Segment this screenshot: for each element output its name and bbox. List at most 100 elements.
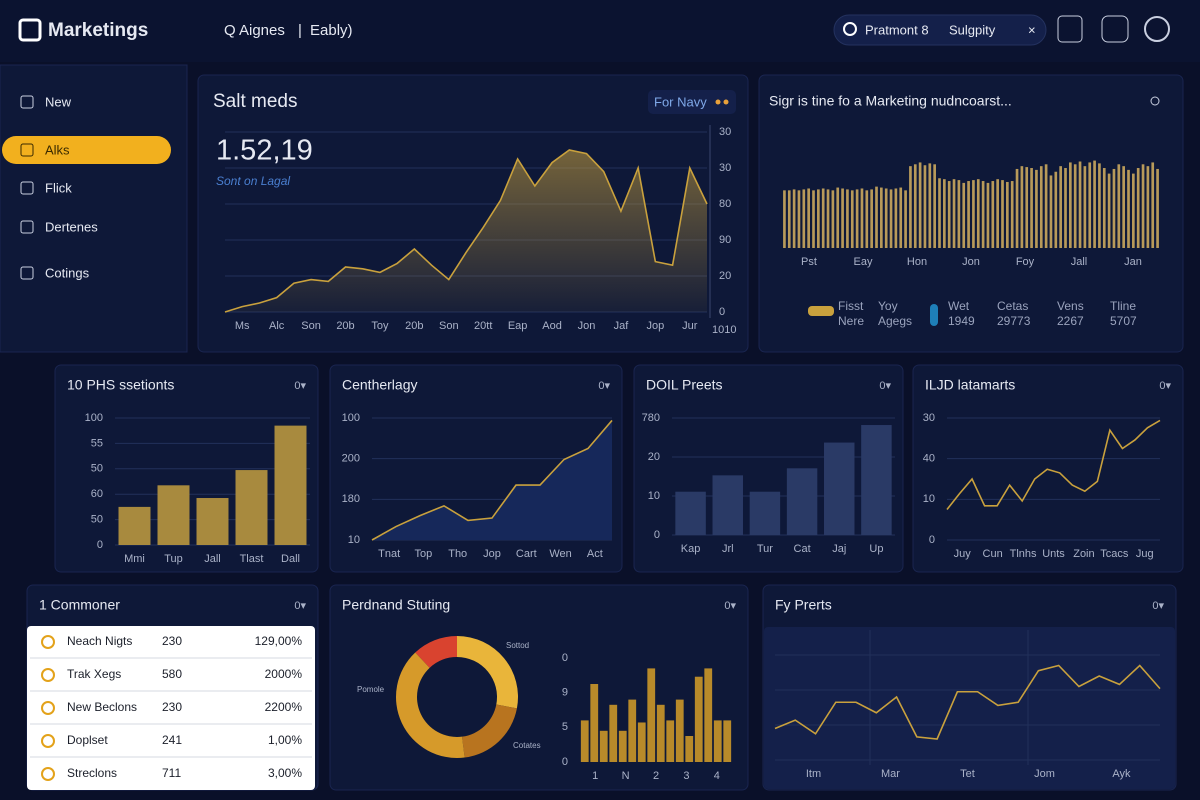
search-box[interactable]: [833, 14, 1047, 46]
x-tick-label: 20b: [336, 320, 354, 332]
x-tick-label: Tet: [960, 768, 975, 780]
x-tick-label: Hon: [907, 256, 927, 268]
x-tick-label: Jom: [1034, 768, 1055, 780]
trend-panel: [758, 74, 1184, 353]
bar: [850, 190, 854, 248]
icon-button[interactable]: [1101, 15, 1129, 43]
x-tick-label: Cart: [516, 548, 537, 560]
search-icon[interactable]: [1150, 96, 1160, 106]
x-tick-label: Alc: [269, 320, 285, 332]
row-icon: [41, 668, 55, 682]
nav-item[interactable]: Dertenes: [45, 219, 98, 234]
nav-item[interactable]: Cotings: [45, 265, 90, 280]
bar: [235, 470, 268, 545]
y-tick-label: 5: [562, 721, 568, 733]
x-tick-label: Act: [587, 548, 603, 560]
bar: [836, 187, 840, 248]
nav-item[interactable]: Alks: [45, 142, 70, 157]
nav-right[interactable]: Eably): [310, 22, 353, 39]
table-cell: 711: [162, 766, 181, 780]
legend-value: Nere: [838, 314, 864, 328]
donut-label: Pomole: [357, 685, 385, 694]
y-tick-label: 30: [719, 126, 731, 138]
panel-menu[interactable]: 0▾: [294, 600, 306, 612]
icon-button[interactable]: [1057, 15, 1083, 43]
badge[interactable]: [648, 90, 736, 114]
x-tick-label: Toy: [371, 320, 389, 332]
panel-menu[interactable]: 0▾: [724, 600, 736, 612]
bar: [1146, 166, 1150, 248]
panel-menu[interactable]: 0▾: [1159, 380, 1171, 392]
x-tick-label: Jaj: [832, 543, 846, 555]
row-icon: [41, 701, 55, 715]
bar: [792, 189, 796, 248]
bar: [637, 722, 646, 762]
panel-menu[interactable]: 0▾: [598, 380, 610, 392]
y-tick-label: 10: [348, 534, 360, 546]
panel-menu[interactable]: 0▾: [879, 380, 891, 392]
bar: [786, 468, 818, 535]
nav-item[interactable]: Flick: [45, 180, 72, 195]
row-icon: [41, 767, 55, 781]
bar: [1039, 166, 1043, 248]
bar: [797, 190, 801, 248]
bar: [913, 164, 917, 248]
bar: [1088, 162, 1092, 248]
x-tick-label: Jrl: [722, 543, 734, 555]
bar: [1054, 171, 1058, 248]
table-cell: 241: [162, 733, 182, 747]
bar: [749, 491, 781, 535]
bar: [723, 720, 732, 762]
table-cell: 230: [162, 700, 182, 714]
legend-swatch: [930, 304, 938, 326]
power-button[interactable]: [1144, 16, 1170, 42]
dot: [723, 99, 729, 105]
bar: [1015, 168, 1019, 248]
table-cell: New Beclons: [67, 700, 137, 714]
table: [27, 626, 315, 790]
hero-value: 1.52,19: [216, 135, 313, 167]
bar: [1117, 164, 1121, 248]
bar: [947, 181, 951, 248]
brand: Marketings: [48, 20, 148, 41]
x-tick-label: Itm: [806, 768, 821, 780]
panel-menu[interactable]: 0▾: [1152, 600, 1164, 612]
nav-left[interactable]: Q Aignes: [224, 22, 285, 39]
legend-value: Agegs: [878, 314, 912, 328]
search-close[interactable]: ×: [1028, 22, 1036, 37]
table-cell: Streclons: [67, 766, 117, 780]
bar: [666, 720, 675, 762]
nav-icon: [20, 143, 34, 157]
bar: [712, 475, 743, 535]
x-tick-label: Ms: [235, 320, 250, 332]
bar: [1064, 168, 1067, 248]
panel-menu[interactable]: 0▾: [294, 380, 306, 392]
x-tick-label: Ayk: [1112, 768, 1131, 780]
bar: [1059, 166, 1062, 248]
y-tick-label: 100: [342, 412, 360, 424]
panel-title: DOIL Preets: [646, 377, 723, 393]
x-tick-label: 20b: [405, 320, 423, 332]
bar: [1049, 175, 1053, 248]
x-tick-label: Tur: [757, 543, 773, 555]
y-tick-label: 0: [97, 539, 103, 551]
search-icon: [843, 22, 857, 36]
bar: [628, 699, 637, 762]
x-tick-label: Top: [415, 548, 433, 560]
bar: [875, 186, 878, 248]
row-icon: [41, 635, 55, 649]
nav-item[interactable]: New: [45, 94, 72, 109]
bar: [1156, 168, 1159, 248]
bar: [1010, 181, 1014, 248]
legend-value: 5707: [1110, 314, 1137, 328]
x-tick-label: Tcacs: [1100, 548, 1129, 560]
panel-title: ILJD latamarts: [925, 377, 1015, 393]
bar: [981, 181, 985, 248]
x-tick-label: Tnat: [378, 548, 400, 560]
panel-title: 1 Commoner: [39, 597, 120, 613]
bar: [846, 189, 849, 248]
y-tick-label: 20: [719, 270, 731, 282]
trend-title: Sigr is tine fo a Marketing nudncoarst..…: [769, 93, 1012, 109]
bar: [817, 189, 820, 248]
